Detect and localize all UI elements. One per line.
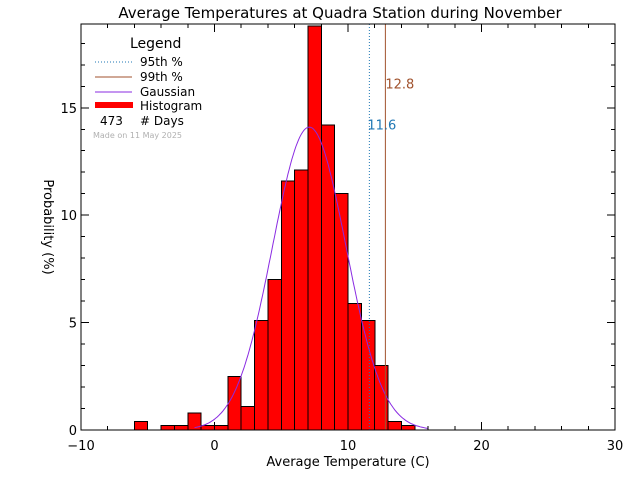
x-tick-label: 20 [473,439,490,454]
histogram-bar [227,375,242,431]
legend-label-gaussian: Gaussian [140,85,195,99]
y-tick-label: 10 [60,209,77,224]
percentile-99-label: 12.8 [385,77,414,92]
y-axis-label: Probability (%) [40,179,55,274]
histogram-bar [133,420,149,431]
legend-label-histogram: Histogram [140,99,202,113]
histogram-bar [280,180,296,431]
x-axis-label: Average Temperature (C) [266,455,429,470]
y-tick-label: 5 [69,317,77,332]
x-tick-label: 30 [607,439,624,454]
x-tick-label: 10 [340,439,357,454]
legend-title: Legend [130,36,181,52]
histogram-bar [360,319,376,431]
histogram-bar [374,365,389,431]
legend-label-99: 99th % [140,70,183,84]
y-tick-label: 0 [69,424,77,439]
histogram-bar [307,25,322,431]
histogram-bar [254,319,269,431]
histogram-bar [294,169,309,431]
y-axis-ticks: 0 5 10 15 [60,42,615,439]
histogram-bar [347,302,362,431]
legend-days-count: 473 [100,114,123,128]
histogram-bar [160,425,175,431]
legend: Legend 95th % 99th % Gaussian Histogram … [95,36,202,128]
histogram-bar [240,405,256,431]
histogram-bar [173,425,189,431]
legend-label-95: 95th % [140,55,183,69]
x-tick-label: −10 [67,439,94,454]
histogram-bar [400,425,416,431]
histogram-bar [387,420,402,431]
legend-days-label: # Days [140,114,184,128]
percentile-95-label: 11.6 [367,118,396,133]
legend-swatch-histogram [95,102,133,108]
histogram-bar [320,124,336,431]
histogram-bar [334,193,349,431]
made-on-stamp: Made on 11 May 2025 [93,131,182,140]
histogram-bar [200,425,215,431]
y-tick-label: 15 [60,102,77,117]
chart-title: Average Temperatures at Quadra Station d… [118,4,562,22]
histogram-bar [214,425,229,431]
histogram-bars [133,25,416,431]
x-axis-ticks: −10 0 10 20 30 [67,24,623,454]
x-tick-label: 0 [210,439,218,454]
histogram-bar [267,279,282,431]
gaussian-curve [194,126,429,429]
